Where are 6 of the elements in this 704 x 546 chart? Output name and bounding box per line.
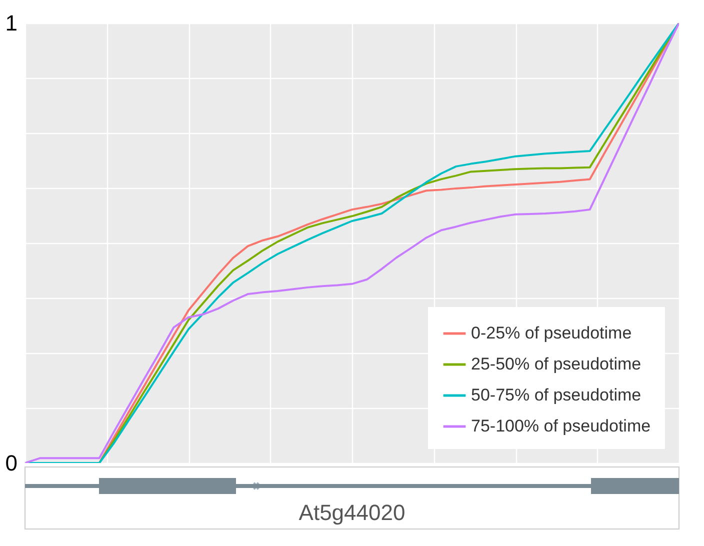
legend-label: 0-25% of pseudotime bbox=[471, 324, 632, 342]
legend-label: 50-75% of pseudotime bbox=[471, 386, 642, 404]
legend-label: 75-100% of pseudotime bbox=[471, 416, 651, 436]
y-tick-label: 0 bbox=[5, 450, 18, 476]
y-tick-label: 1 bbox=[5, 10, 18, 36]
legend-label: 25-50% of pseudotime bbox=[471, 354, 642, 374]
